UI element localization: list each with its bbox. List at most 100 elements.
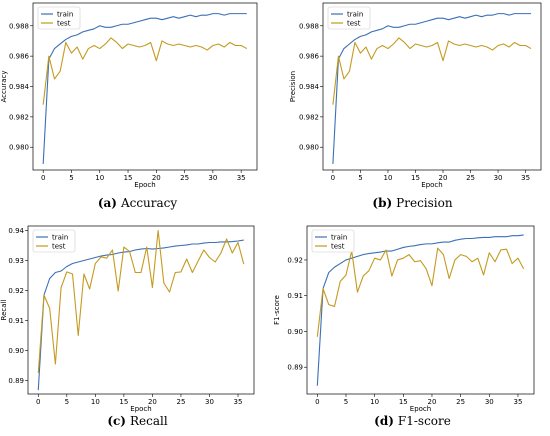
x-tick-label: 30: [205, 398, 214, 406]
x-tick-label: 0: [315, 398, 319, 406]
x-tick-label: 10: [95, 174, 104, 182]
y-tick-label: 0.982: [9, 113, 29, 121]
chart-precision: 0 5 10 15 20 25 30 35 0.980 0.982 0.984 0.986 0.988 E…: [289, 2, 542, 189]
y-tick-label: 0.986: [299, 53, 320, 61]
y-axis-label: F1-score: [273, 295, 281, 325]
caption-text: Recall: [129, 414, 168, 428]
y-tick-label: 0.980: [9, 144, 29, 152]
x-axis-label: Epoch: [421, 181, 442, 189]
plot-frame: [306, 225, 535, 395]
caption-label: (d): [374, 414, 394, 428]
legend-entry-test: test: [57, 20, 71, 28]
y-tick-label: 0.984: [9, 83, 30, 91]
x-tick-label: 0: [41, 174, 45, 182]
legend-entry-test: test: [347, 20, 361, 28]
series-line-test: [37, 229, 245, 374]
panel-precision: 0 5 10 15 20 25 30 35 0.980 0.982 0.984 0.986 0.988 E…: [275, 0, 550, 218]
chart-f1-score: 0 5 10 15 20 25 30 35 0.89 0.90 0.91 0.92 Epoch F1-sc…: [273, 225, 535, 413]
x-tick-label: 25: [456, 398, 465, 406]
x-tick-label: 15: [119, 398, 128, 406]
y-tick-label: 0.980: [299, 144, 319, 152]
x-tick-label: 10: [370, 398, 379, 406]
y-axis-label: Recall: [0, 300, 8, 321]
y-tick-label: 0.93: [8, 257, 24, 265]
x-axis-label: Epoch: [410, 405, 431, 413]
caption-f1-score: (d) F1-score: [275, 414, 550, 428]
x-tick-label: 15: [399, 398, 408, 406]
x-tick-label: 0: [36, 398, 40, 406]
x-tick-label: 35: [237, 174, 246, 182]
panel-f1-score: 0 5 10 15 20 25 30 35 0.89 0.90 0.91 0.92 Epoch F1-sc…: [273, 218, 550, 436]
y-tick-label: 0.988: [9, 22, 29, 30]
caption-label: (c): [107, 414, 126, 428]
legend-entry-train: train: [52, 234, 68, 242]
plot-frame: [27, 225, 255, 395]
x-tick-label: 5: [358, 174, 362, 182]
legend-entry-train: train: [57, 11, 73, 19]
series-line-test: [42, 37, 248, 105]
x-tick-label: 5: [69, 174, 73, 182]
x-tick-label: 15: [124, 174, 133, 182]
x-tick-label: 20: [439, 174, 448, 182]
y-tick-label: 0.91: [8, 317, 24, 325]
y-axis-label: Precision: [289, 71, 297, 102]
series-line-train: [316, 234, 524, 386]
legend-entry-train: train: [331, 234, 347, 242]
y-tick-label: 0.91: [287, 292, 303, 300]
x-tick-label: 0: [331, 174, 335, 182]
panel-accuracy: 0 5 10 15 20 25 30 35 0.980 0.982 0.984 0.986 0.988 E…: [0, 0, 275, 218]
x-tick-label: 20: [148, 398, 157, 406]
x-tick-label: 5: [344, 398, 348, 406]
x-tick-label: 20: [428, 398, 437, 406]
x-tick-label: 30: [208, 174, 217, 182]
caption-text: F1-score: [397, 414, 451, 428]
caption-text: Precision: [396, 196, 453, 210]
x-axis-label: Epoch: [130, 405, 151, 413]
y-tick-label: 0.90: [8, 347, 24, 355]
x-tick-label: 10: [91, 398, 100, 406]
panel-recall: 0 5 10 15 20 25 30 35 0.89 0.90 0.91 0.92 0.93 0.94 Ep…: [0, 218, 275, 436]
x-tick-label: 35: [521, 174, 530, 182]
series-line-test: [316, 247, 525, 337]
y-tick-label: 0.89: [287, 364, 303, 372]
y-tick-label: 0.986: [9, 53, 30, 61]
y-tick-label: 0.90: [287, 328, 303, 336]
x-tick-label: 15: [411, 174, 420, 182]
y-axis-label: Accuracy: [0, 71, 8, 103]
series-line-train: [42, 13, 247, 164]
y-tick-label: 0.89: [8, 377, 24, 385]
x-tick-label: 35: [234, 398, 243, 406]
y-tick-label: 0.92: [287, 256, 303, 264]
x-tick-label: 20: [152, 174, 161, 182]
legend-entry-test: test: [331, 243, 345, 251]
legend-entry-test: test: [52, 243, 66, 251]
x-tick-label: 35: [513, 398, 522, 406]
x-tick-label: 30: [494, 174, 503, 182]
y-tick-label: 0.982: [299, 113, 319, 121]
x-axis-label: Epoch: [134, 181, 155, 189]
caption-text: Accuracy: [120, 196, 178, 210]
y-tick-label: 0.92: [8, 287, 24, 295]
caption-label: (b): [372, 196, 393, 210]
chart-recall: 0 5 10 15 20 25 30 35 0.89 0.90 0.91 0.92 0.93 0.94 Ep…: [0, 225, 255, 413]
chart-accuracy: 0 5 10 15 20 25 30 35 0.980 0.982 0.984 0.986 0.988 E…: [0, 2, 258, 189]
y-tick-label: 0.988: [299, 22, 319, 30]
x-tick-label: 30: [485, 398, 494, 406]
series-line-test: [332, 37, 532, 105]
caption-recall: (c) Recall: [0, 414, 275, 428]
y-tick-label: 0.984: [299, 83, 320, 91]
x-tick-label: 25: [176, 398, 185, 406]
caption-precision: (b) Precision: [275, 196, 550, 210]
y-tick-label: 0.94: [8, 227, 24, 235]
x-tick-label: 25: [466, 174, 475, 182]
series-line-train: [332, 13, 532, 164]
x-tick-label: 10: [383, 174, 392, 182]
x-tick-label: 5: [65, 398, 69, 406]
caption-label: (a): [97, 196, 117, 210]
caption-accuracy: (a) Accuracy: [0, 196, 275, 210]
